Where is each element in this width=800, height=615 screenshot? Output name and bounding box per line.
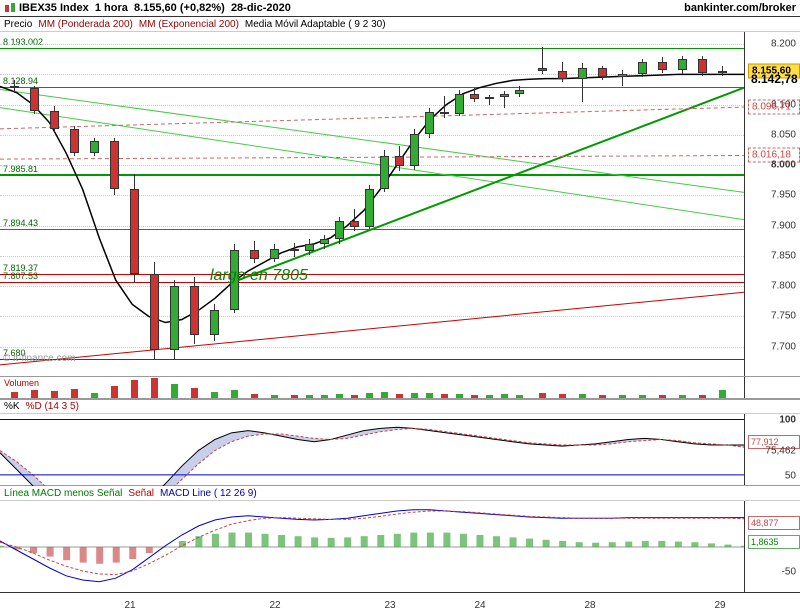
candle-icon	[4, 2, 16, 14]
stoch-d: %D (14 3 5)	[26, 401, 79, 412]
ind-mma: Media Móvil Adaptable ( 9 2 30)	[245, 19, 386, 30]
price-axis: 8.2008.1508.1008.0508.0007.9507.9007.850…	[744, 32, 800, 376]
macd-val2: 1,8635	[748, 535, 800, 549]
macd-label: MACD Line ( 12 26 9)	[160, 488, 257, 499]
timeframe: 1 hora	[95, 2, 128, 14]
macd-legend: Línea MACD menos Señal Señal MACD Line (…	[0, 486, 800, 501]
macd-panel[interactable]: 48,877 1,8635 -50	[0, 501, 800, 593]
stoch-100: 100	[779, 414, 796, 425]
vol-label: Volumen	[4, 378, 39, 388]
change-pct: (+0,82%)	[180, 2, 225, 14]
macd-val1: 48,877	[748, 516, 800, 530]
ind-mm-exp: MM (Exponencial 200)	[139, 19, 239, 30]
broker-link[interactable]: bankinter.com/broker	[684, 2, 796, 14]
volume-panel[interactable]: Volumen 35.878	[0, 377, 800, 399]
macd-senal: Señal	[128, 488, 154, 499]
stoch-val2: 75,462	[765, 445, 796, 456]
ind-mm-ponderada: MM (Ponderada 200)	[38, 19, 133, 30]
price-chart-panel[interactable]: 8.2008.1508.1008.0508.0007.9507.9007.850…	[0, 32, 800, 377]
macd-line-label: Línea MACD menos Señal	[4, 488, 122, 499]
ind-precio: Precio	[4, 19, 32, 30]
stoch-legend: %K %D (14 3 5)	[0, 399, 800, 414]
stochastic-panel[interactable]: 100 77,912 75,462 50	[0, 414, 800, 486]
stoch-50: 50	[785, 471, 796, 482]
symbol: IBEX35 Index	[19, 2, 89, 14]
chart-header: IBEX35 Index 1 hora 8.155,60 (+0,82%) 28…	[0, 0, 800, 17]
last-price: 8.155,60	[134, 2, 177, 14]
time-axis: 212223242829	[0, 593, 800, 615]
date: 28-dic-2020	[231, 2, 291, 14]
stoch-k: %K	[4, 401, 20, 412]
main-indicator-legend: Precio MM (Ponderada 200) MM (Exponencia…	[0, 17, 800, 32]
